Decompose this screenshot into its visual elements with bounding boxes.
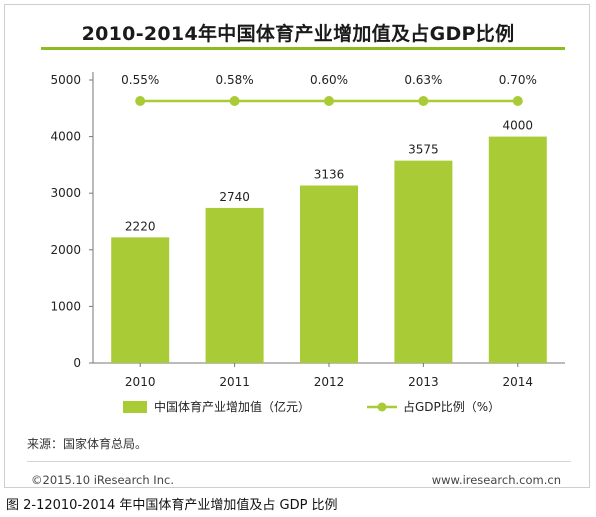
bar-2010 [111,237,170,363]
gdp-ratio-label-2012: 0.60% [310,73,348,87]
title-underline [41,47,565,50]
figure-caption: 图 2-12010-2014 年中国体育产业增加值及占 GDP 比例 [6,498,338,513]
gdp-ratio-point-2011 [229,96,240,106]
gdp-ratio-point-2014 [512,96,523,106]
x-tick-label-2013: 2013 [408,375,439,389]
bar-label-2014: 4000 [503,119,534,133]
legend-bar-label: 中国体育产业增加值（亿元） [154,399,310,414]
bar-2012 [300,185,358,363]
gdp-ratio-label-2014: 0.70% [499,73,537,87]
y-tick-label: 5000 [50,73,81,87]
copyright-text: ©2015.10 iResearch Inc. [31,473,174,487]
bar-data-labels: 2220 2740 3136 3575 4000 [125,119,533,234]
y-tick-label: 1000 [50,299,81,313]
bar-label-2010: 2220 [125,219,156,233]
gdp-ratio-label-2013: 0.63% [404,73,442,87]
x-tick-label-2011: 2011 [219,375,250,389]
legend-bar-swatch [123,401,147,413]
line-series: 0.55% 0.58% 0.60% 0.63% 0.70% [121,73,537,106]
gdp-ratio-point-2013 [418,96,429,106]
gdp-ratio-point-2012 [324,96,334,106]
y-tick-label: 2000 [50,243,81,257]
gdp-ratio-label-2011: 0.58% [216,73,254,87]
chart-plot: 0 1000 2000 3000 4000 5000 2220 2740 3136 3575 40… [50,72,565,414]
bar-series [111,136,547,363]
x-tick-label-2012: 2012 [314,375,345,389]
y-tick-label: 4000 [50,130,81,144]
source-note: 来源：国家体育总局。 [27,437,148,451]
footer-divider [27,461,571,462]
website-text: www.iresearch.com.cn [431,473,561,487]
gdp-ratio-point-2010 [135,96,146,106]
bar-2014 [488,136,547,363]
legend-line-marker [377,402,387,412]
x-tick-label-2010: 2010 [125,375,156,389]
legend-line-label: 占GDP比例（%） [403,399,500,414]
bar-label-2013: 3575 [408,143,439,157]
y-tick-label: 3000 [50,186,81,200]
chart-legend: 中国体育产业增加值（亿元） 占GDP比例（%） [123,399,500,414]
y-axis-ticks: 0 1000 2000 3000 4000 5000 [50,73,93,370]
x-axis-tick-labels: 2010 2011 2012 2013 2014 [125,363,533,389]
bar-2011 [205,207,264,363]
gdp-ratio-label-2010: 0.55% [121,73,159,87]
chart-frame: 2010-2014年中国体育产业增加值及占GDP比例 0 1000 2000 3000… [4,4,590,488]
bar-label-2011: 2740 [219,190,250,204]
chart-title: 2010-2014年中国体育产业增加值及占GDP比例 [81,23,515,45]
bar-label-2012: 3136 [314,168,345,182]
x-tick-label-2014: 2014 [503,375,534,389]
y-tick-label: 0 [73,356,81,370]
bar-2013 [394,160,453,363]
